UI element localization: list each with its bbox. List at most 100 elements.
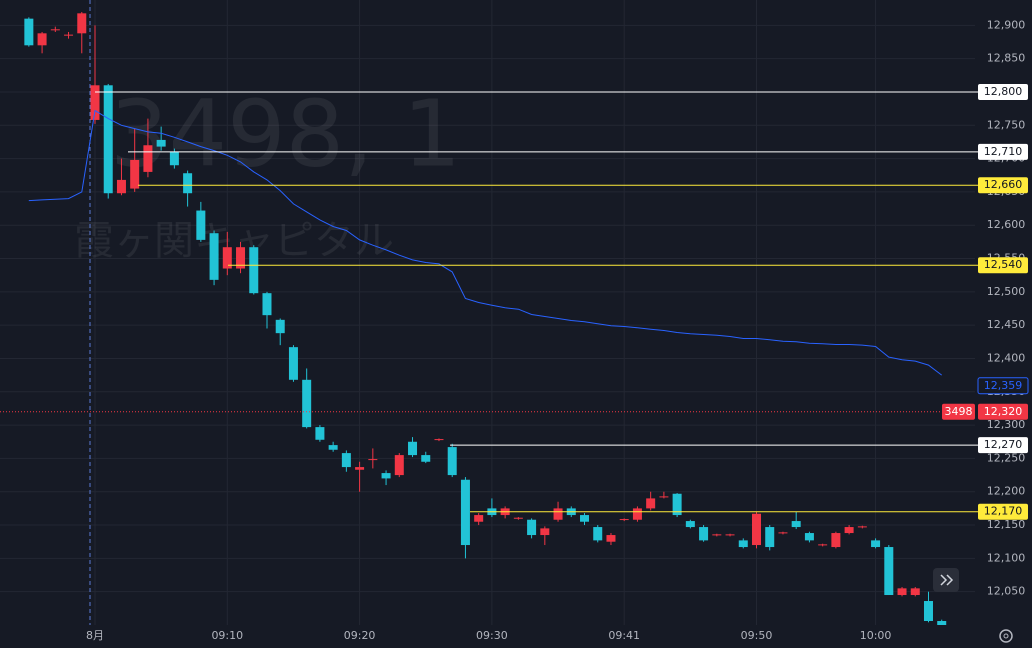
y-tick-label: 12,850 [987,52,1026,65]
candle-body [646,498,656,509]
candle-body [672,493,682,516]
y-tick-label: 12,400 [987,351,1026,364]
y-tick-label: 12,150 [987,518,1026,531]
candle-body [619,519,629,521]
candle-body [37,33,47,46]
candle-body [527,519,537,536]
x-tick-label: 10:00 [860,629,892,642]
candle-body [381,473,391,479]
level-label: 12,710 [984,145,1023,158]
y-tick-label: 12,300 [987,418,1026,431]
level-box [978,143,1028,160]
x-tick-label: 09:30 [476,629,508,642]
candle-body [844,527,854,534]
candle-body [540,528,550,536]
y-tick-label: 12,100 [987,551,1026,564]
candle-body [130,159,140,189]
x-tick-label: 09:10 [211,629,243,642]
settings-icon[interactable] [999,629,1013,643]
candle-body [183,173,193,194]
candle-body [791,521,801,528]
x-tick-label: 8月 [86,629,104,642]
candle-body [275,319,285,334]
symbol-box [942,403,975,420]
candle-body [447,447,457,476]
price-axis: 12,05012,10012,15012,20012,25012,30012,3… [942,18,1029,598]
last-price-box [978,403,1028,420]
settings-icon-center[interactable] [1003,633,1009,639]
candle-body [394,455,404,476]
y-tick-label: 12,900 [987,18,1026,31]
candle-body [712,534,722,536]
candle-body [116,179,126,194]
candle-body [857,526,867,528]
candle-body [699,527,709,541]
candle-body [831,533,841,548]
level-box [978,503,1028,520]
y-tick-label: 12,200 [987,485,1026,498]
candle-body [818,544,828,546]
x-tick-label: 09:41 [608,629,640,642]
candle-body [288,347,298,380]
level-label: 12,170 [984,505,1023,518]
y-tick-label: 12,250 [987,451,1026,464]
candle-body [77,13,87,34]
candle-body [103,85,113,194]
level-label: 12,660 [984,178,1023,191]
y-tick-label: 12,500 [987,285,1026,298]
candle-body [262,293,272,316]
scroll-icon[interactable] [940,574,954,586]
y-tick-label: 12,750 [987,118,1026,131]
candle-body [937,621,947,625]
level-box [978,177,1028,194]
grid [0,0,975,625]
candle-body [302,379,312,428]
candle-body [156,139,166,147]
candle-body [328,445,338,450]
watermark-symbol: 3498, 1 [110,80,461,187]
level-box [978,83,1028,100]
candle-body [778,532,788,534]
plot [0,11,978,625]
symbol-label: 3498 [945,405,973,418]
line-last-box [977,377,1029,395]
y-tick-label: 12,450 [987,318,1026,331]
settings-button[interactable] [999,629,1013,643]
level-box [978,437,1028,454]
candle-body [474,515,484,522]
x-tick-label: 09:20 [344,629,376,642]
candle-body [169,151,179,166]
line-last-label: 12,359 [984,379,1023,392]
x-tick-label: 09:50 [741,629,773,642]
candle-body [752,513,761,546]
last-price-label: 12,320 [984,405,1023,418]
candle-body [580,515,590,522]
y-tick-label: 12,600 [987,218,1026,231]
candle-body [222,247,232,269]
candle-body [368,459,378,461]
candle-body [871,540,881,548]
candle-body [685,521,695,528]
watermark-name: 霞ヶ関キャピタル [74,218,394,264]
candle-body [143,145,153,172]
level-label: 12,800 [984,85,1023,98]
candle-body [196,210,206,240]
candle-body [460,479,470,546]
candle-body [50,29,60,31]
candle-body [236,247,246,269]
candle-body [421,455,431,462]
vwap-line [28,109,943,376]
candle-body [738,540,748,548]
level-label: 12,270 [984,438,1023,451]
candle-body [897,588,907,596]
candle-body [804,533,814,541]
candle-body [209,233,219,280]
candle-body [593,527,603,541]
candle-body [355,467,365,470]
candle-body [64,34,74,36]
scroll-button[interactable] [933,568,959,592]
candle-body [765,527,775,548]
candle-body [513,517,523,519]
